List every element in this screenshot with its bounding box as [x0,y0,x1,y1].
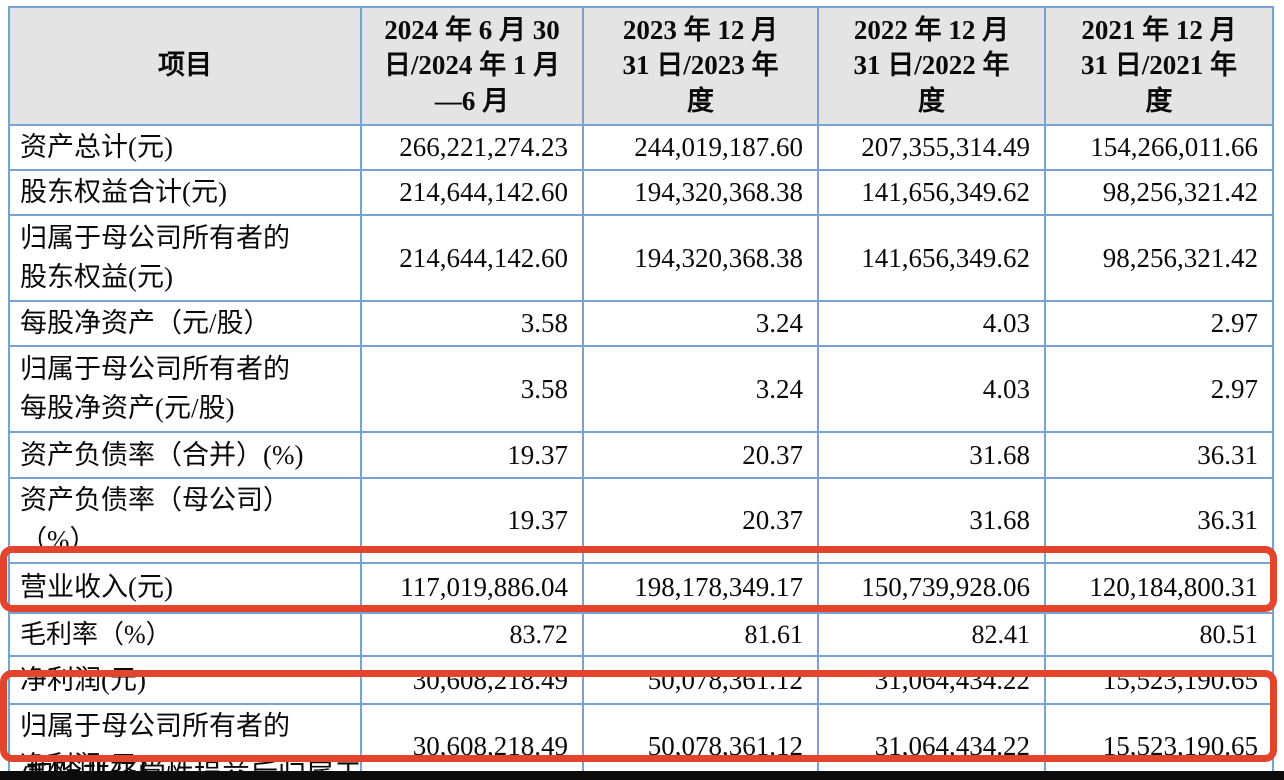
cell-value: 2.97 [1044,300,1274,348]
cell-value: 154,266,011.66 [1044,123,1274,172]
cell-value: 50,078,361.12 [582,655,819,706]
column-header-period-2022: 2022 年 12 月 31 日/2022 年 度 [817,6,1046,126]
cell-value: 31.68 [817,477,1046,564]
row-label: 净利润(元) [8,655,362,706]
financial-summary-table: 项目 2024 年 6 月 30 日/2024 年 1 月 —6 月 2023 … [8,6,1274,780]
cell-value: 15,523,190.65 [1044,703,1274,780]
table-row-total-equity: 股东权益合计(元) 214,644,142.60 194,320,368.38 … [8,169,1274,217]
table-row-net-assets-per-share-parent: 归属于母公司所有者的 每股净资产(元/股) 3.58 3.24 4.03 2.9… [8,345,1274,434]
table-row-debt-ratio-parent: 资产负债率（母公司） （%） 19.37 20.37 31.68 36.31 [8,477,1274,564]
cell-value: 3.58 [360,345,584,434]
column-header-period-2021: 2021 年 12 月 31 日/2021 年 度 [1044,6,1274,126]
cell-value: 3.24 [582,300,819,348]
cell-value: 15,523,190.65 [1044,655,1274,706]
cell-value: 31.68 [817,431,1046,480]
column-header-item: 项目 [8,6,362,126]
cell-value: 207,355,314.49 [817,123,1046,172]
row-label: 归属于母公司所有者的 股东权益(元) [8,214,362,303]
cell-value: 82.41 [817,611,1046,658]
row-label: 资产负债率（母公司） （%） [8,477,362,564]
header-row: 项目 2024 年 6 月 30 日/2024 年 1 月 —6 月 2023 … [8,6,1274,126]
cell-value: 81.61 [582,611,819,658]
cell-value: 3.24 [582,345,819,434]
cell-value: 4.03 [817,345,1046,434]
cell-value: 2.97 [1044,345,1274,434]
bottom-crop-bar [0,771,1284,780]
table-row-debt-ratio-consolidated: 资产负债率（合并）(%) 19.37 20.37 31.68 36.31 [8,431,1274,480]
cell-value: 214,644,142.60 [360,214,584,303]
cell-value: 31,064,434.22 [817,703,1046,780]
cell-value: 244,019,187.60 [582,123,819,172]
cell-value: 266,221,274.23 [360,123,584,172]
cell-value: 30,608,218.49 [360,655,584,706]
cell-value: 214,644,142.60 [360,169,584,217]
cell-value: 20.37 [582,431,819,480]
table-row-total-assets: 资产总计(元) 266,221,274.23 244,019,187.60 20… [8,123,1274,172]
table-row-gross-margin: 毛利率（%） 83.72 81.61 82.41 80.51 [8,611,1274,658]
cell-value: 98,256,321.42 [1044,214,1274,303]
cell-value: 36.31 [1044,431,1274,480]
cell-value: 83.72 [360,611,584,658]
cell-value: 50,078,361.12 [582,703,819,780]
row-label: 资产总计(元) [8,123,362,172]
row-label: 每股净资产（元/股） [8,300,362,348]
cell-value: 194,320,368.38 [582,169,819,217]
table-row-net-assets-per-share: 每股净资产（元/股） 3.58 3.24 4.03 2.97 [8,300,1274,348]
cell-value: 120,184,800.31 [1044,561,1274,614]
column-header-period-2024: 2024 年 6 月 30 日/2024 年 1 月 —6 月 [360,6,584,126]
cell-value: 20.37 [582,477,819,564]
cell-value: 3.58 [360,300,584,348]
table-row-operating-revenue: 营业收入(元) 117,019,886.04 198,178,349.17 15… [8,561,1274,614]
cell-value: 30,608,218.49 [360,703,584,780]
row-label: 归属于母公司所有者的 净利润(元) [8,703,362,780]
column-header-period-2023: 2023 年 12 月 31 日/2023 年 度 [582,6,819,126]
row-label: 归属于母公司所有者的 每股净资产(元/股) [8,345,362,434]
cell-value: 141,656,349.62 [817,169,1046,217]
cell-value: 117,019,886.04 [360,561,584,614]
row-label: 毛利率（%） [8,611,362,658]
table-row-equity-parent: 归属于母公司所有者的 股东权益(元) 214,644,142.60 194,32… [8,214,1274,303]
cell-value: 4.03 [817,300,1046,348]
cell-value: 141,656,349.62 [817,214,1046,303]
row-label: 资产负债率（合并）(%) [8,431,362,480]
row-label: 股东权益合计(元) [8,169,362,217]
cell-value: 19.37 [360,477,584,564]
cell-value: 98,256,321.42 [1044,169,1274,217]
cell-value: 198,178,349.17 [582,561,819,614]
cell-value: 80.51 [1044,611,1274,658]
table-row-net-profit: 净利润(元) 30,608,218.49 50,078,361.12 31,06… [8,655,1274,706]
cell-value: 150,739,928.06 [817,561,1046,614]
cell-value: 194,320,368.38 [582,214,819,303]
cell-value: 31,064,434.22 [817,655,1046,706]
row-label: 营业收入(元) [8,561,362,614]
cell-value: 36.31 [1044,477,1274,564]
cell-value: 19.37 [360,431,584,480]
